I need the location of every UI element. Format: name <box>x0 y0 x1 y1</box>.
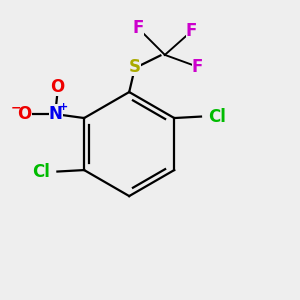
Text: S: S <box>129 58 141 76</box>
Text: F: F <box>132 19 144 37</box>
Text: +: + <box>59 102 68 112</box>
Text: Cl: Cl <box>32 163 50 181</box>
Text: O: O <box>50 78 64 96</box>
Text: F: F <box>186 22 197 40</box>
Text: N: N <box>49 105 63 123</box>
Text: −: − <box>11 102 21 115</box>
Text: F: F <box>192 58 203 76</box>
Text: Cl: Cl <box>208 108 226 126</box>
Text: O: O <box>18 105 32 123</box>
